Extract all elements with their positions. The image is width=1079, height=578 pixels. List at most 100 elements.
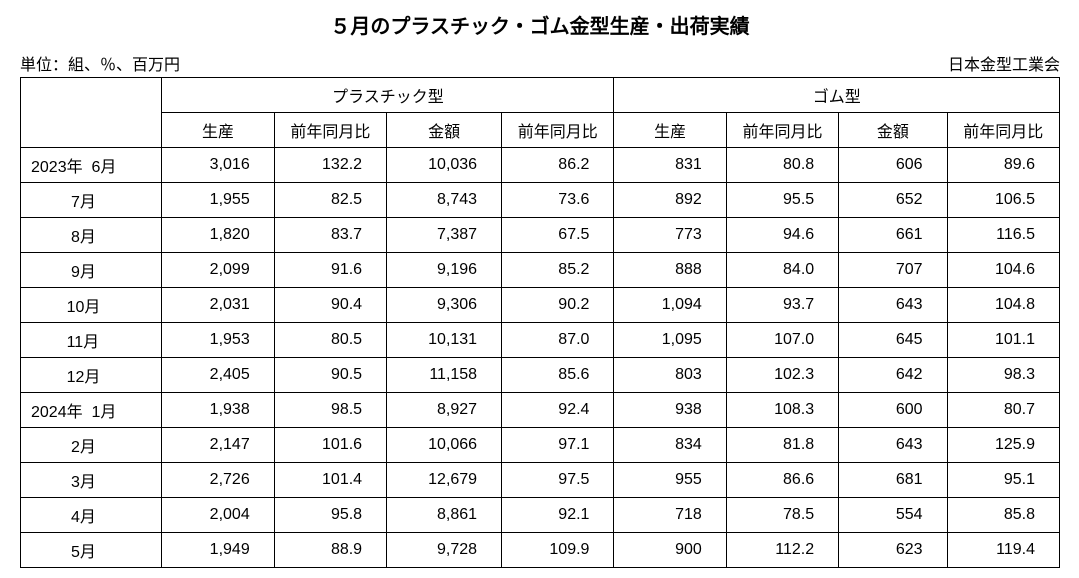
unit-label: 単位：組、％、百万円 [20, 51, 180, 75]
data-cell: 92.1 [502, 498, 614, 533]
data-cell: 8,927 [387, 393, 502, 428]
table-row: 10月2,03190.49,30690.21,09493.7643104.8 [21, 288, 1060, 323]
data-cell: 83.7 [274, 218, 386, 253]
data-cell: 89.6 [947, 148, 1059, 183]
data-cell: 8,861 [387, 498, 502, 533]
sub-header-2: 金額 [387, 113, 502, 148]
sub-header-7: 前年同月比 [947, 113, 1059, 148]
data-cell: 3,016 [162, 148, 274, 183]
period-cell: 2024年 1月 [21, 393, 162, 428]
data-cell: 85.2 [502, 253, 614, 288]
table-row: 4月2,00495.88,86192.171878.555485.8 [21, 498, 1060, 533]
header-meta-row: 単位：組、％、百万円 日本金型工業会 [20, 51, 1060, 75]
data-cell: 892 [614, 183, 726, 218]
data-cell: 107.0 [726, 323, 838, 358]
data-cell: 98.3 [947, 358, 1059, 393]
data-cell: 73.6 [502, 183, 614, 218]
data-cell: 85.8 [947, 498, 1059, 533]
data-cell: 1,953 [162, 323, 274, 358]
data-cell: 86.6 [726, 463, 838, 498]
data-cell: 834 [614, 428, 726, 463]
data-cell: 97.5 [502, 463, 614, 498]
table-head: プラスチック型 ゴム型 生産前年同月比金額前年同月比生産前年同月比金額前年同月比 [21, 78, 1060, 148]
data-cell: 95.5 [726, 183, 838, 218]
data-cell: 104.6 [947, 253, 1059, 288]
data-cell: 102.3 [726, 358, 838, 393]
data-cell: 2,099 [162, 253, 274, 288]
data-cell: 10,036 [387, 148, 502, 183]
data-cell: 101.1 [947, 323, 1059, 358]
data-cell: 90.4 [274, 288, 386, 323]
table-body: 2023年 6月3,016132.210,03686.283180.860689… [21, 148, 1060, 568]
data-cell: 661 [839, 218, 947, 253]
data-cell: 82.5 [274, 183, 386, 218]
table-row: 2024年 1月1,93898.58,92792.4938108.360080.… [21, 393, 1060, 428]
table-row: 3月2,726101.412,67997.595586.668195.1 [21, 463, 1060, 498]
sub-header-6: 金額 [839, 113, 947, 148]
data-cell: 554 [839, 498, 947, 533]
table-row: 2023年 6月3,016132.210,03686.283180.860689… [21, 148, 1060, 183]
data-cell: 80.7 [947, 393, 1059, 428]
data-cell: 90.2 [502, 288, 614, 323]
data-cell: 643 [839, 428, 947, 463]
data-cell: 773 [614, 218, 726, 253]
period-cell: 2月 [21, 428, 162, 463]
period-cell: 7月 [21, 183, 162, 218]
table-row: 8月1,82083.77,38767.577394.6661116.5 [21, 218, 1060, 253]
data-cell: 101.6 [274, 428, 386, 463]
table-row: 2月2,147101.610,06697.183481.8643125.9 [21, 428, 1060, 463]
data-cell: 86.2 [502, 148, 614, 183]
period-cell: 3月 [21, 463, 162, 498]
data-cell: 95.8 [274, 498, 386, 533]
report-title: ５月のプラスチック・ゴム金型生産・出荷実績 [20, 10, 1060, 39]
data-cell: 606 [839, 148, 947, 183]
data-cell: 9,196 [387, 253, 502, 288]
data-cell: 80.8 [726, 148, 838, 183]
data-cell: 78.5 [726, 498, 838, 533]
sub-header-row: 生産前年同月比金額前年同月比生産前年同月比金額前年同月比 [21, 113, 1060, 148]
report-container: ５月のプラスチック・ゴム金型生産・出荷実績 単位：組、％、百万円 日本金型工業会… [20, 10, 1060, 568]
period-cell: 2023年 6月 [21, 148, 162, 183]
data-cell: 955 [614, 463, 726, 498]
data-cell: 90.5 [274, 358, 386, 393]
data-cell: 2,031 [162, 288, 274, 323]
group-header-plastic: プラスチック型 [162, 78, 614, 113]
sub-header-1: 前年同月比 [274, 113, 386, 148]
data-cell: 92.4 [502, 393, 614, 428]
data-cell: 91.6 [274, 253, 386, 288]
data-cell: 93.7 [726, 288, 838, 323]
data-cell: 108.3 [726, 393, 838, 428]
group-header-row: プラスチック型 ゴム型 [21, 78, 1060, 113]
table-row: 9月2,09991.69,19685.288884.0707104.6 [21, 253, 1060, 288]
data-cell: 97.1 [502, 428, 614, 463]
data-cell: 10,131 [387, 323, 502, 358]
data-cell: 106.5 [947, 183, 1059, 218]
data-cell: 2,004 [162, 498, 274, 533]
data-cell: 1,095 [614, 323, 726, 358]
data-cell: 681 [839, 463, 947, 498]
sub-header-5: 前年同月比 [726, 113, 838, 148]
data-cell: 84.0 [726, 253, 838, 288]
data-cell: 7,387 [387, 218, 502, 253]
sub-header-3: 前年同月比 [502, 113, 614, 148]
table-row: 11月1,95380.510,13187.01,095107.0645101.1 [21, 323, 1060, 358]
data-cell: 87.0 [502, 323, 614, 358]
data-cell: 2,147 [162, 428, 274, 463]
data-cell: 80.5 [274, 323, 386, 358]
data-cell: 888 [614, 253, 726, 288]
data-cell: 1,094 [614, 288, 726, 323]
data-cell: 94.6 [726, 218, 838, 253]
data-cell: 2,726 [162, 463, 274, 498]
data-cell: 643 [839, 288, 947, 323]
period-cell: 10月 [21, 288, 162, 323]
data-cell: 132.2 [274, 148, 386, 183]
data-cell: 707 [839, 253, 947, 288]
data-cell: 600 [839, 393, 947, 428]
source-label: 日本金型工業会 [948, 51, 1060, 75]
table-row: 7月1,95582.58,74373.689295.5652106.5 [21, 183, 1060, 218]
data-cell: 718 [614, 498, 726, 533]
data-cell: 1,820 [162, 218, 274, 253]
data-cell: 831 [614, 148, 726, 183]
period-cell: 11月 [21, 323, 162, 358]
data-cell: 652 [839, 183, 947, 218]
